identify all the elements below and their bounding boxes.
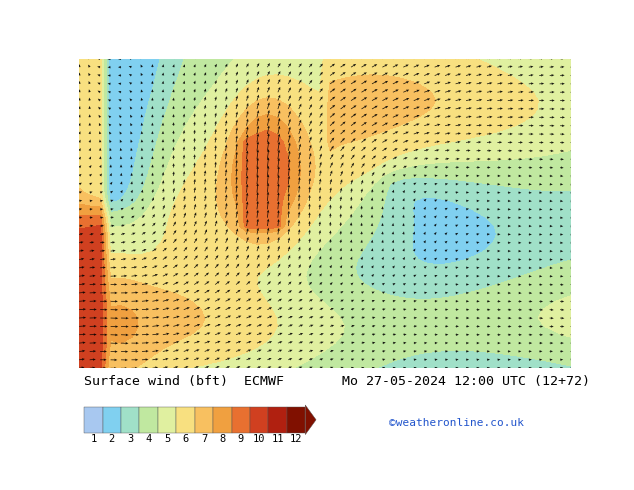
Bar: [158, 407, 176, 433]
Text: ©weatheronline.co.uk: ©weatheronline.co.uk: [389, 418, 524, 428]
Text: 2: 2: [108, 434, 115, 444]
Bar: [268, 407, 287, 433]
Bar: [139, 407, 158, 433]
Bar: [250, 407, 268, 433]
FancyArrow shape: [306, 405, 316, 435]
Bar: [84, 407, 103, 433]
Text: 11: 11: [271, 434, 284, 444]
Text: 4: 4: [146, 434, 152, 444]
Text: 1: 1: [90, 434, 96, 444]
Bar: [176, 407, 195, 433]
Text: 6: 6: [183, 434, 189, 444]
Text: Mo 27-05-2024 12:00 UTC (12+72): Mo 27-05-2024 12:00 UTC (12+72): [342, 375, 590, 388]
Text: 8: 8: [219, 434, 226, 444]
Bar: [231, 407, 250, 433]
Bar: [103, 407, 121, 433]
Text: 7: 7: [201, 434, 207, 444]
Text: 5: 5: [164, 434, 170, 444]
Text: 9: 9: [238, 434, 244, 444]
Text: 3: 3: [127, 434, 133, 444]
Bar: [121, 407, 139, 433]
Bar: [195, 407, 213, 433]
Text: 12: 12: [290, 434, 302, 444]
Text: Surface wind (bft)  ECMWF: Surface wind (bft) ECMWF: [84, 375, 284, 388]
Text: 10: 10: [253, 434, 266, 444]
Bar: [213, 407, 231, 433]
Bar: [287, 407, 305, 433]
